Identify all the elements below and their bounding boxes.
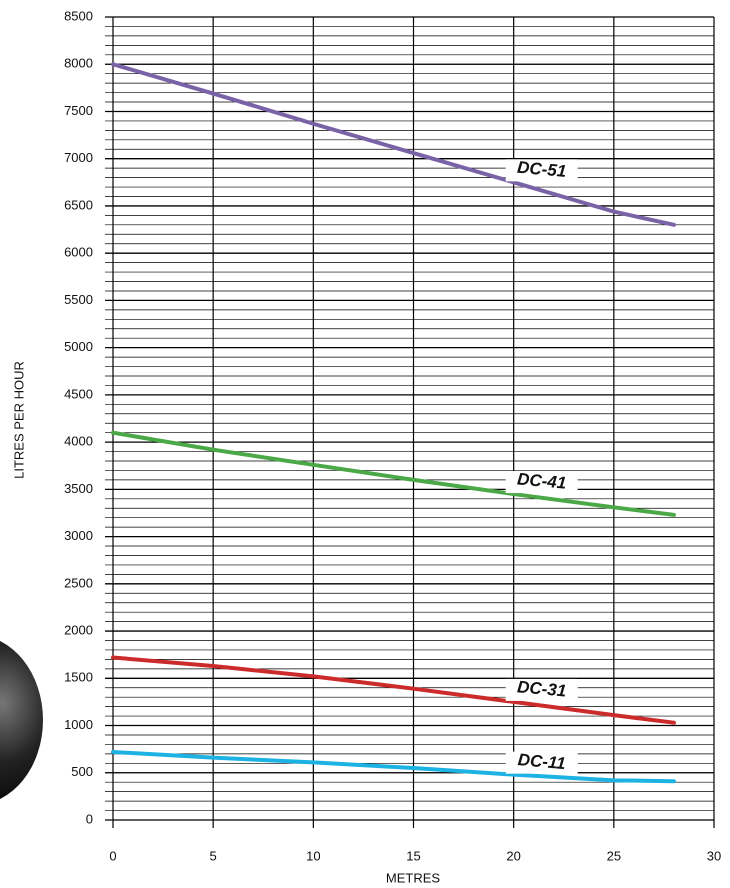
y-tick-label: 2500: [64, 575, 93, 590]
series-label-box: [505, 678, 578, 701]
x-axis-label: METRES: [386, 870, 441, 885]
y-tick-label: 1500: [64, 670, 93, 685]
series-label: DC-41: [516, 469, 567, 492]
y-tick-label: 4500: [64, 386, 93, 401]
x-tick-label: 0: [109, 848, 116, 863]
y-tick-label: 3500: [64, 481, 93, 496]
series-line: [111, 62, 676, 227]
x-tick-label: 25: [607, 848, 621, 863]
series-label: DC-11: [517, 750, 566, 773]
x-tick-label: 10: [306, 848, 320, 863]
y-tick-label: 6000: [64, 245, 93, 260]
y-tick-label: 6500: [64, 197, 93, 212]
y-tick-label: 3000: [64, 528, 93, 543]
series-label: DC-31: [516, 677, 567, 700]
x-tick-label: 30: [707, 848, 721, 863]
y-tick-label: 5000: [64, 339, 93, 354]
series-label-box: [505, 159, 578, 182]
x-tick-label: 20: [506, 848, 520, 863]
y-tick-label: 1000: [64, 717, 93, 732]
y-tick-label: 5500: [64, 292, 93, 307]
series-line: [111, 655, 676, 725]
y-tick-label: 8000: [64, 56, 93, 71]
y-tick-label: 500: [71, 764, 93, 779]
y-axis-label: LITRES PER HOUR: [11, 361, 26, 479]
series-label-box: [505, 751, 578, 774]
pump-image: [0, 640, 43, 800]
series-line: [111, 430, 676, 517]
y-tick-label: 7000: [64, 150, 93, 165]
y-tick-label: 2000: [64, 622, 93, 637]
y-tick-label: 7500: [64, 103, 93, 118]
y-tick-label: 8500: [64, 8, 93, 23]
y-tick-label: 0: [86, 811, 93, 826]
series-line: [111, 749, 676, 784]
x-tick-label: 5: [210, 848, 217, 863]
y-tick-label: 4000: [64, 434, 93, 449]
series-label-box: [505, 471, 578, 494]
x-tick-label: 15: [406, 848, 420, 863]
series-label: DC-51: [516, 158, 567, 181]
